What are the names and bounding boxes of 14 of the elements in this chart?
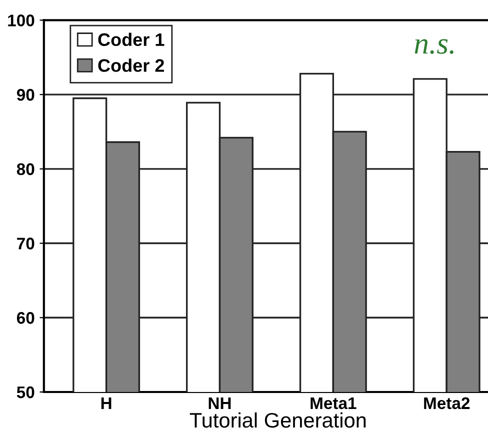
x-tick-label: H xyxy=(101,397,112,409)
x-axis-title: Tutorial Generation xyxy=(190,412,366,428)
y-tick-label: 50 xyxy=(16,386,34,398)
x-tick-label: Meta1 xyxy=(310,397,356,410)
y-tick-label: 70 xyxy=(17,238,34,250)
y-tick-label: 100 xyxy=(8,14,34,26)
y-tick-label: 90 xyxy=(16,88,34,101)
legend-label: Coder 1 xyxy=(98,32,164,46)
x-tick-label: Meta2 xyxy=(424,397,470,410)
legend-label: Coder 2 xyxy=(98,58,164,72)
y-tick-label: 80 xyxy=(16,163,34,176)
x-tick-label: NH xyxy=(208,397,231,409)
y-tick-label: 60 xyxy=(16,312,34,324)
annotation: n.s. xyxy=(414,39,454,54)
